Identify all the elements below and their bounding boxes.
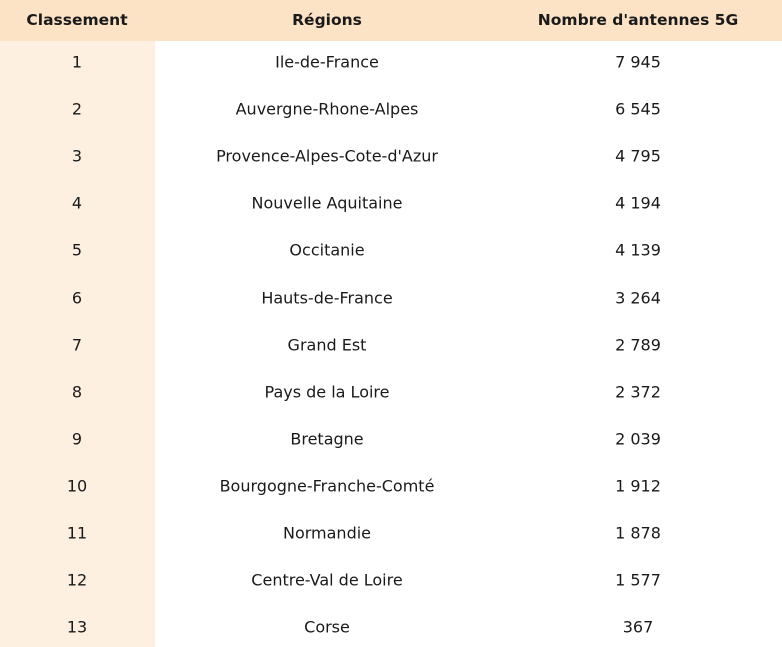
- region-cell: Centre-Val de Loire: [251, 570, 403, 590]
- antenna-count-cell: 3 264: [615, 288, 661, 307]
- antenna-count-cell: 2 789: [615, 335, 661, 355]
- rank-cell: 3: [71, 146, 83, 166]
- antenna-count-cell: 1 878: [615, 523, 661, 543]
- rank-cell: 1: [71, 52, 83, 72]
- header-background: [0, 0, 782, 41]
- rank-cell: 5: [71, 240, 83, 260]
- antenna-count-cell: 7 945: [615, 52, 661, 72]
- region-cell: Auvergne-Rhone-Alpes: [235, 99, 419, 119]
- rank-column-background: [0, 0, 155, 647]
- rank-cell: 8: [71, 382, 83, 402]
- region-cell: Corse: [304, 617, 350, 637]
- rank-cell: 2: [71, 99, 83, 119]
- region-cell: Normandie: [282, 523, 372, 543]
- rank-cell: 9: [71, 429, 83, 449]
- antenna-count-cell: 4 795: [615, 146, 661, 166]
- antenna-count-cell: 4 139: [615, 240, 661, 260]
- rank-cell: 12: [66, 570, 88, 590]
- column-header: Régions: [292, 11, 362, 29]
- antenna-count-cell: 1 577: [615, 570, 661, 590]
- antenna-count-cell: 4 194: [615, 193, 661, 213]
- antenna-count-cell: 6 545: [615, 99, 661, 119]
- region-cell: Hauts-de-France: [261, 288, 393, 307]
- region-cell: Ile-de-France: [275, 52, 379, 72]
- region-cell: Bourgogne-Franche-Comté: [219, 476, 435, 496]
- rank-cell: 6: [71, 288, 83, 307]
- region-cell: Bretagne: [290, 429, 364, 449]
- antenna-count-cell: 2 039: [615, 429, 661, 449]
- antenna-count-cell: 367: [622, 617, 654, 637]
- rank-cell: 11: [66, 523, 88, 543]
- region-cell: Pays de la Loire: [264, 382, 390, 402]
- rank-cell: 4: [71, 193, 83, 213]
- rank-cell: 10: [66, 476, 88, 496]
- rank-cell: 13: [66, 617, 88, 637]
- column-header: Nombre d'antennes 5G: [537, 11, 739, 29]
- region-cell: Nouvelle Aquitaine: [251, 193, 403, 213]
- region-cell: Provence-Alpes-Cote-d'Azur: [216, 146, 438, 166]
- region-cell: Occitanie: [289, 240, 365, 260]
- region-cell: Grand Est: [287, 335, 367, 355]
- antenna-count-cell: 1 912: [615, 476, 661, 496]
- antenna-count-cell: 2 372: [615, 382, 661, 402]
- column-header: Classement: [26, 11, 128, 29]
- rank-cell: 7: [71, 335, 83, 355]
